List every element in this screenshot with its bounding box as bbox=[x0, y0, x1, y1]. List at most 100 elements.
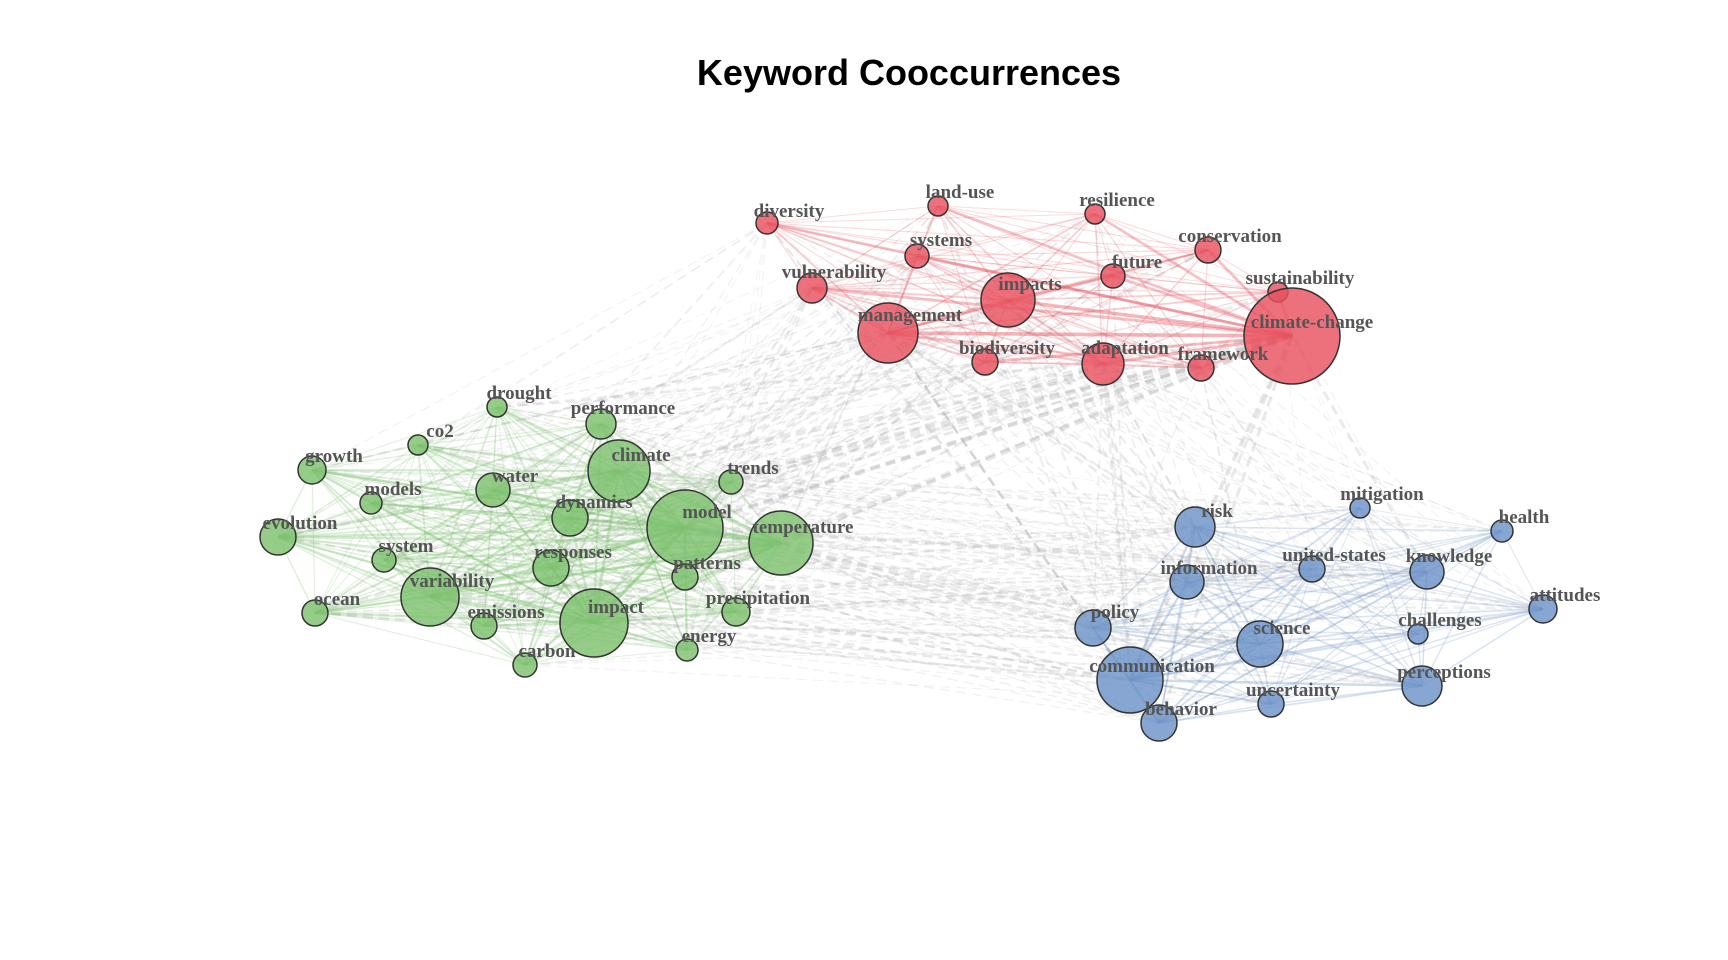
node-climate[interactable] bbox=[587, 439, 651, 503]
node-framework[interactable] bbox=[1187, 354, 1215, 382]
node-management[interactable] bbox=[857, 302, 919, 364]
node-trends[interactable] bbox=[718, 469, 744, 495]
edge-management-climate-change bbox=[887, 331, 1293, 338]
edge-united-states-knowledge bbox=[1311, 568, 1428, 573]
edge-diversity-carbon bbox=[524, 222, 768, 666]
node-policy[interactable] bbox=[1074, 609, 1112, 647]
edge-diversity-communication bbox=[766, 222, 1131, 681]
edge-resilience-model bbox=[684, 213, 1096, 529]
edge-emissions-perceptions bbox=[483, 625, 1423, 687]
node-adaptation[interactable] bbox=[1081, 342, 1125, 386]
edge-ocean-perceptions bbox=[314, 612, 1423, 687]
edge-land-use-communication bbox=[937, 205, 1131, 681]
node-drought[interactable] bbox=[486, 396, 508, 418]
edge-vulnerability-impact bbox=[593, 287, 813, 624]
edge-land-use-energy bbox=[686, 205, 939, 651]
node-models[interactable] bbox=[359, 491, 383, 515]
node-mitigation[interactable] bbox=[1349, 497, 1371, 519]
node-precipitation[interactable] bbox=[721, 597, 751, 627]
edge-management-united-states bbox=[887, 332, 1313, 570]
node-risk[interactable] bbox=[1174, 506, 1216, 548]
edge-drought-policy bbox=[496, 406, 1094, 629]
edge-patterns-perceptions bbox=[684, 576, 1423, 687]
node-biodiversity[interactable] bbox=[971, 348, 999, 376]
edge-land-use-conservation bbox=[937, 205, 1209, 251]
node-emissions[interactable] bbox=[470, 612, 498, 640]
node-water[interactable] bbox=[475, 472, 511, 508]
edge-co2-models bbox=[370, 444, 419, 504]
edge-model-ocean bbox=[314, 526, 686, 615]
edge-co2-behavior bbox=[417, 444, 1160, 724]
edge-dynamics-united-states bbox=[569, 517, 1313, 570]
node-science[interactable] bbox=[1236, 620, 1284, 668]
node-climate-change[interactable] bbox=[1243, 287, 1341, 385]
node-united-states[interactable] bbox=[1298, 555, 1326, 583]
edge-performance-responses bbox=[550, 423, 602, 569]
node-ocean[interactable] bbox=[301, 599, 329, 627]
edge-systems-conservation bbox=[916, 249, 1209, 257]
node-evolution[interactable] bbox=[259, 518, 297, 556]
edge-models-emissions bbox=[370, 502, 485, 627]
edge-united-states-uncertainty bbox=[1270, 568, 1313, 705]
edge-co2-united-states bbox=[417, 444, 1313, 570]
node-perceptions[interactable] bbox=[1401, 665, 1443, 707]
node-carbon[interactable] bbox=[512, 652, 538, 678]
edge-co2-impact bbox=[417, 444, 595, 624]
edge-resilience-emissions bbox=[483, 213, 1096, 627]
node-system[interactable] bbox=[371, 547, 397, 573]
node-resilience[interactable] bbox=[1084, 203, 1106, 225]
edge-biodiversity-knowledge bbox=[984, 361, 1428, 573]
edge-water-precipitation bbox=[492, 489, 737, 613]
edge-drought-growth bbox=[311, 406, 498, 471]
edge-drought-behavior bbox=[496, 406, 1160, 724]
node-information[interactable] bbox=[1169, 564, 1205, 600]
edge-diversity-health bbox=[766, 222, 1503, 532]
node-health[interactable] bbox=[1490, 519, 1514, 543]
edge-resilience-mitigation bbox=[1094, 213, 1361, 509]
node-impacts[interactable] bbox=[980, 272, 1036, 328]
edge-evolution-health bbox=[277, 530, 1503, 538]
node-behavior[interactable] bbox=[1140, 704, 1178, 742]
edge-diversity-climate-change bbox=[766, 221, 1293, 338]
node-challenges[interactable] bbox=[1407, 623, 1429, 645]
edge-systems-information bbox=[916, 255, 1188, 583]
node-co2[interactable] bbox=[407, 434, 429, 456]
edge-patterns-variability bbox=[429, 576, 686, 598]
node-temperature[interactable] bbox=[748, 510, 814, 576]
node-attitudes[interactable] bbox=[1528, 594, 1558, 624]
node-uncertainty[interactable] bbox=[1257, 690, 1285, 718]
node-label-united-states: united-states bbox=[1282, 545, 1385, 566]
edge-co2-risk bbox=[417, 444, 1196, 528]
node-patterns[interactable] bbox=[671, 563, 699, 591]
node-diversity[interactable] bbox=[755, 211, 779, 235]
node-label-emissions: emissions bbox=[467, 602, 544, 623]
edge-growth-climate bbox=[311, 468, 620, 473]
edge-management-policy bbox=[887, 332, 1094, 629]
node-growth[interactable] bbox=[297, 455, 327, 485]
node-variability[interactable] bbox=[400, 567, 460, 627]
node-label-policy: policy bbox=[1091, 602, 1140, 623]
node-land-use[interactable] bbox=[927, 195, 949, 217]
edge-trends-challenges bbox=[730, 481, 1419, 635]
node-impact[interactable] bbox=[559, 588, 629, 658]
node-energy[interactable] bbox=[675, 638, 699, 662]
edge-systems-climate bbox=[618, 255, 918, 472]
node-performance[interactable] bbox=[585, 408, 617, 440]
node-future[interactable] bbox=[1100, 263, 1126, 289]
node-conservation[interactable] bbox=[1194, 236, 1222, 264]
edge-drought-challenges bbox=[496, 406, 1419, 635]
node-responses[interactable] bbox=[532, 549, 570, 587]
edge-evolution-responses bbox=[277, 536, 552, 569]
edge-adaptation-climate bbox=[618, 362, 1104, 473]
edge-systems-future bbox=[916, 255, 1114, 277]
node-systems[interactable] bbox=[904, 243, 930, 269]
node-label-patterns: patterns bbox=[673, 553, 741, 574]
node-label-knowledge: knowledge bbox=[1406, 546, 1493, 567]
node-dynamics[interactable] bbox=[551, 499, 589, 537]
node-communication[interactable] bbox=[1096, 646, 1164, 714]
edge-vulnerability-model bbox=[683, 287, 814, 529]
node-knowledge[interactable] bbox=[1409, 554, 1445, 590]
node-vulnerability[interactable] bbox=[796, 272, 828, 304]
edge-mitigation-challenges bbox=[1359, 507, 1419, 635]
edge-climate-information bbox=[618, 469, 1188, 584]
